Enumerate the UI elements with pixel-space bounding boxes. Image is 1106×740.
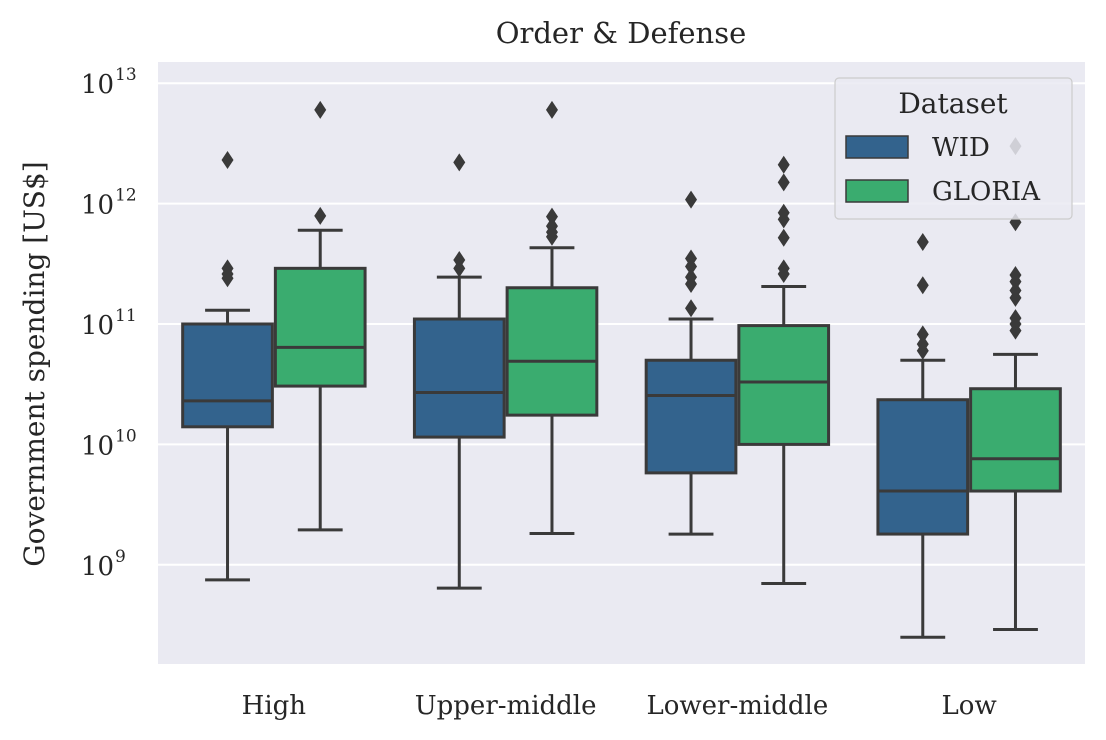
outlier-point — [685, 249, 698, 268]
outlier-point — [453, 153, 466, 172]
box-WID-High — [181, 151, 274, 582]
legend-label-WID: WID — [932, 133, 990, 163]
x-tick-label: Lower-middle — [647, 691, 829, 721]
box-GLORIA-Lower-middle — [737, 155, 831, 585]
outlier-point — [545, 100, 558, 119]
outlier-point — [685, 268, 698, 287]
x-tick-label: Low — [942, 691, 997, 721]
y-axis-label: Government spending [US$] — [18, 161, 51, 566]
box-iqr — [969, 387, 1062, 493]
y-tick-label: 10 — [81, 191, 114, 221]
box-iqr — [876, 398, 970, 536]
outlier-point — [314, 206, 327, 225]
x-ticks: High Upper-middle Lower-middle Low — [242, 691, 997, 721]
outlier-point — [916, 232, 929, 251]
box-WID-Low — [876, 232, 970, 639]
legend-swatch-WID — [845, 135, 909, 159]
box-iqr — [737, 324, 831, 446]
y-tick-exponent: 9 — [115, 547, 126, 567]
x-tick-label: High — [242, 691, 307, 721]
chart-title: Order & Defense — [496, 16, 747, 50]
box-iqr — [273, 266, 367, 388]
y-tick-exponent: 13 — [115, 65, 137, 85]
outlier-point — [545, 217, 558, 236]
box-WID-Upper-middle — [412, 153, 506, 590]
x-tick-label: Upper-middle — [415, 691, 597, 721]
outlier-point — [453, 251, 466, 270]
outlier-point — [777, 259, 790, 278]
box-GLORIA-Upper-middle — [505, 100, 599, 535]
outlier-point — [685, 190, 698, 209]
box-iqr — [644, 358, 738, 475]
outlier-point — [685, 299, 698, 318]
outlier-point — [545, 207, 558, 226]
y-tick-label: 10 — [81, 431, 114, 461]
outlier-point — [221, 151, 234, 170]
outlier-point — [777, 203, 790, 222]
y-tick-label: 10 — [81, 311, 114, 341]
y-tick-exponent: 12 — [115, 186, 137, 206]
box-iqr — [412, 317, 506, 439]
box-iqr — [505, 286, 599, 417]
y-tick-label: 10 — [81, 552, 114, 582]
y-tick-exponent: 11 — [115, 306, 137, 326]
box-GLORIA-High — [273, 100, 367, 532]
legend: Dataset WID GLORIA — [834, 77, 1073, 220]
outlier-point — [221, 259, 234, 278]
outlier-point — [314, 100, 327, 119]
box-GLORIA-Low — [969, 137, 1062, 632]
outlier-point — [916, 325, 929, 344]
legend-title: Dataset — [898, 87, 1008, 120]
legend-swatch-GLORIA — [845, 179, 909, 203]
y-tick-label: 10 — [81, 70, 114, 100]
outlier-point — [916, 335, 929, 354]
outlier-point — [1009, 266, 1022, 285]
y-tick-exponent: 10 — [115, 426, 137, 446]
legend-label-GLORIA: GLORIA — [932, 177, 1041, 207]
box-WID-Lower-middle — [644, 190, 738, 536]
boxes — [181, 100, 1062, 639]
outlier-point — [1009, 309, 1022, 328]
outlier-point — [777, 173, 790, 192]
outlier-point — [777, 228, 790, 247]
box-iqr — [181, 322, 274, 429]
outlier-point — [916, 276, 929, 295]
outlier-point — [777, 155, 790, 174]
